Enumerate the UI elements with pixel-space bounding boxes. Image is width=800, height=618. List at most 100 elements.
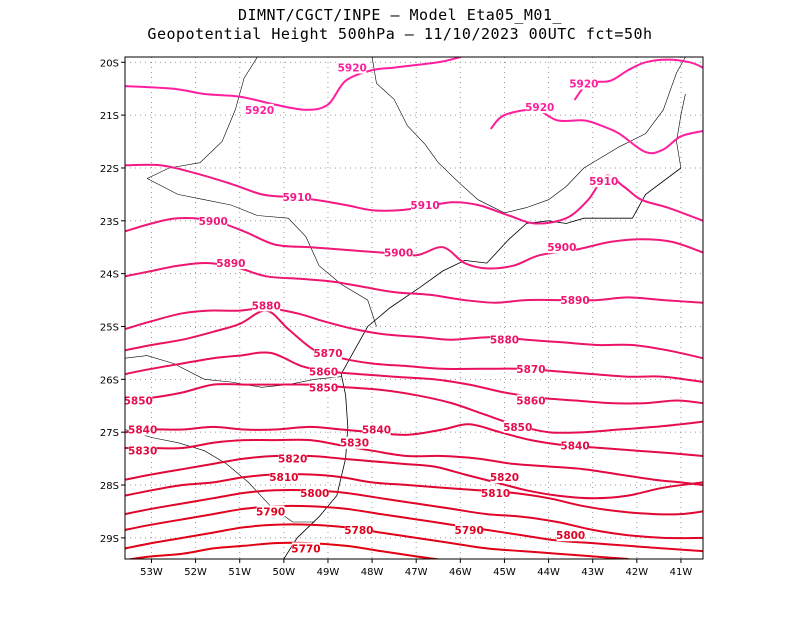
- chart-title-line2: Geopotential Height 500hPa – 11/10/2023 …: [147, 25, 653, 43]
- plot-frame: [124, 56, 704, 560]
- contour-label-bg: [300, 486, 329, 499]
- lon-tick-label: 46W: [449, 567, 472, 578]
- state-border: [125, 355, 342, 388]
- contour-label-bg: [384, 246, 413, 259]
- lon-tick-label: 41W: [670, 567, 693, 578]
- contour-label: 5770: [291, 543, 320, 555]
- contour-label-bg: [278, 452, 307, 465]
- lon-tick-label: 43W: [581, 567, 604, 578]
- contour-line-5780: [125, 523, 629, 559]
- contour-label: 5830: [340, 438, 369, 450]
- lat-tick-label: 24S: [100, 270, 119, 281]
- contour-label-bg: [309, 365, 338, 378]
- contour-label-bg: [338, 61, 367, 74]
- lat-tick-label: 29S: [100, 534, 119, 545]
- contour-label: 5880: [490, 335, 519, 347]
- contour-label-bg: [490, 471, 519, 484]
- contour-label: 5840: [128, 425, 157, 437]
- contour-label: 5800: [556, 530, 585, 542]
- lon-tick-label: 53W: [140, 567, 163, 578]
- contour-label-bg: [589, 175, 618, 188]
- lat-tick-label: 22S: [100, 164, 119, 175]
- lat-tick-label: 21S: [100, 111, 119, 122]
- contour-label: 5830: [128, 446, 157, 458]
- contour-label-bg: [128, 444, 157, 457]
- contour-label: 5920: [569, 78, 598, 90]
- contour-label: 5910: [410, 200, 439, 212]
- contour-label: 5870: [313, 348, 342, 360]
- contour-label-bg: [245, 103, 274, 116]
- lat-tick-label: 26S: [100, 375, 119, 386]
- contour-label: 5810: [269, 472, 298, 484]
- contour-label-bg: [561, 294, 590, 307]
- state-border: [371, 57, 686, 214]
- contour-label: 5820: [490, 472, 519, 484]
- lat-tick-label: 28S: [100, 481, 119, 492]
- contour-label: 5870: [516, 364, 545, 376]
- contour-lines: [125, 57, 703, 559]
- lat-tick-label: 20S: [100, 58, 119, 69]
- contour-label: 5920: [245, 105, 274, 117]
- lat-tick-label: 23S: [100, 217, 119, 228]
- contour-label: 5820: [278, 454, 307, 466]
- contour-line-5880: [125, 306, 703, 360]
- contour-label-bg: [481, 486, 510, 499]
- contour-line-5920: [490, 108, 703, 155]
- contour-label-bg: [525, 101, 554, 114]
- contour-label-bg: [556, 529, 585, 542]
- gridlines: [125, 57, 703, 559]
- contour-label-bg: [128, 423, 157, 436]
- axis-ticks: 20S 21S 22S 23S 24S 25S 26S 27S 28S 29S 53W 52W 51W 5…: [100, 58, 692, 578]
- contour-label-bg: [411, 198, 440, 211]
- contour-line-5830: [125, 438, 703, 486]
- contour-line-5790: [125, 504, 703, 553]
- contour-label-bg: [125, 394, 153, 407]
- contour-label: 5900: [384, 248, 413, 260]
- chart-title-line1: DIMNT/CGCT/INPE – Model Eta05_M01_: [237, 6, 563, 24]
- coastline: [283, 220, 549, 559]
- contour-label: 5910: [589, 176, 618, 188]
- contour-label: 5850: [309, 382, 338, 394]
- lon-tick-label: 42W: [626, 567, 649, 578]
- contour-label: 5920: [525, 102, 554, 114]
- contour-label-bg: [455, 523, 484, 536]
- state-border: [676, 93, 686, 169]
- contour-label: 5890: [560, 295, 589, 307]
- coastline-north: [548, 167, 682, 224]
- contour-label-bg: [199, 214, 228, 227]
- lat-tick-label: 27S: [100, 428, 119, 439]
- contour-label: 5910: [282, 192, 311, 204]
- contour-label: 5850: [503, 422, 532, 434]
- contour-line-5800: [125, 489, 703, 540]
- state-border: [125, 429, 315, 523]
- lat-tick-label: 25S: [100, 322, 119, 333]
- contour-line-5840: [125, 423, 703, 457]
- contour-label: 5790: [256, 506, 285, 518]
- contour-label: 5900: [547, 242, 576, 254]
- contour-label-bg: [216, 257, 245, 270]
- lon-tick-label: 49W: [317, 567, 340, 578]
- contour-line-5920: [125, 57, 462, 111]
- state-border: [146, 57, 258, 179]
- contour-label: 5920: [338, 63, 367, 75]
- contour-label-bg: [516, 362, 545, 375]
- contour-label: 5780: [344, 525, 373, 537]
- contour-line-5870: [125, 309, 703, 383]
- contour-label: 5900: [199, 216, 228, 228]
- contour-labels: 5920 5920 5920 5920 5910 5910 5910 5900 5900 5900…: [124, 61, 618, 555]
- contour-label: 5860: [516, 395, 545, 407]
- contour-label: 5850: [124, 395, 153, 407]
- contour-label-bg: [569, 77, 598, 90]
- contour-label-bg: [490, 333, 519, 346]
- contour-label-bg: [340, 436, 369, 449]
- contour-label-bg: [252, 299, 281, 312]
- contour-line-5860: [125, 351, 703, 405]
- contour-line-5910: [125, 163, 703, 225]
- contour-label-bg: [561, 439, 590, 452]
- contour-line-5850: [125, 383, 703, 434]
- lon-tick-label: 50W: [273, 567, 296, 578]
- lon-tick-label: 51W: [228, 567, 251, 578]
- lon-tick-label: 52W: [184, 567, 207, 578]
- state-border: [146, 178, 377, 327]
